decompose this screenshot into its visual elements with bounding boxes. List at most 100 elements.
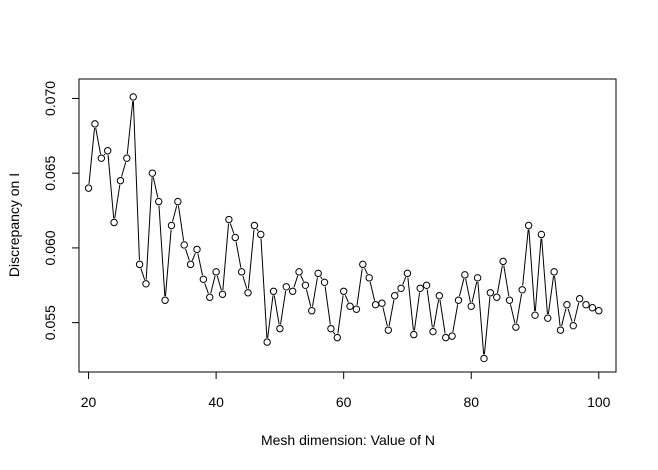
series-segment (311, 277, 318, 307)
data-point (550, 268, 558, 276)
series-segment (344, 294, 349, 303)
series-segment (554, 275, 561, 327)
series-segment (114, 184, 121, 219)
data-point (199, 275, 208, 284)
series-segment (216, 275, 222, 291)
data-point (218, 290, 227, 298)
data-point (544, 314, 552, 322)
series-segment (256, 228, 259, 232)
series-segment (293, 275, 299, 288)
series-segment (235, 241, 242, 268)
y-tick-label: 0.060 (42, 230, 58, 265)
y-tick-label: 0.055 (42, 305, 58, 340)
series-segment (204, 283, 209, 294)
series-segment (496, 265, 503, 294)
data-point (448, 332, 456, 340)
series-segment (402, 277, 407, 285)
data-point (454, 296, 463, 304)
series-segment (260, 238, 268, 338)
data-point (269, 287, 278, 295)
series-segment (337, 295, 344, 334)
data-point (435, 292, 444, 300)
series-segment (541, 238, 548, 315)
series-segment (177, 205, 185, 241)
data-point (276, 324, 284, 333)
data-point (314, 269, 322, 278)
series-segment (516, 293, 523, 324)
data-point (250, 221, 259, 230)
series-segment (522, 229, 529, 286)
data-point (206, 293, 214, 301)
data-point (499, 257, 507, 266)
series-segment (185, 248, 190, 261)
series-segment (471, 281, 478, 303)
data-point (588, 304, 597, 312)
series-segment (305, 289, 312, 307)
data-point (180, 241, 188, 249)
series-segment (158, 205, 166, 297)
data-point (505, 296, 514, 304)
data-point (103, 147, 112, 155)
data-point (575, 295, 584, 303)
data-point (301, 281, 310, 289)
series-segment (126, 101, 134, 155)
series-segment (388, 299, 395, 327)
data-point (537, 230, 546, 239)
series-segment (300, 275, 305, 282)
data-point (97, 154, 106, 162)
series-segment (503, 265, 510, 297)
series-segment (229, 223, 235, 234)
series-line (88, 101, 584, 355)
data-point (346, 302, 354, 310)
series-segment (324, 286, 331, 325)
series-segment (273, 295, 280, 325)
data-point (212, 268, 220, 276)
data-point (556, 326, 565, 334)
series-segment (172, 205, 178, 222)
data-point (473, 274, 482, 282)
data-point (148, 169, 157, 177)
x-tick-label: 100 (587, 394, 611, 410)
x-tick-label: 60 (336, 394, 352, 410)
data-point (135, 260, 144, 269)
series-segment (547, 275, 555, 315)
series-segment (280, 290, 287, 325)
plot-frame (78, 78, 617, 373)
series-segment (191, 253, 196, 261)
series-segment (164, 229, 172, 297)
data-point (257, 230, 265, 239)
data-point (486, 289, 495, 297)
data-point (359, 260, 367, 269)
series-segment (95, 127, 102, 155)
series-segment (413, 292, 421, 331)
series-segment (439, 299, 446, 334)
data-point (320, 278, 329, 287)
series-segment (88, 127, 96, 184)
series-segment (397, 291, 399, 293)
series-segment (132, 101, 140, 261)
data-point (225, 215, 233, 224)
series-segment (121, 162, 127, 177)
series-segment (140, 268, 146, 280)
series-segment (573, 302, 580, 322)
data-point (129, 93, 137, 101)
data-point (193, 245, 201, 254)
data-point (263, 338, 271, 346)
series-segment (197, 253, 203, 276)
data-point (461, 271, 469, 279)
data-point (288, 287, 297, 295)
data-point (116, 176, 125, 185)
data-point (174, 197, 182, 206)
y-tick-label: 0.065 (42, 155, 58, 190)
data-point (282, 283, 290, 291)
y-axis: 0.055 0.060 0.065 0.070 (42, 81, 79, 340)
data-point (403, 269, 412, 278)
data-point (595, 307, 603, 315)
series-segment (152, 177, 159, 198)
data-point (110, 218, 118, 227)
data-point (384, 326, 393, 334)
data-point (531, 311, 539, 319)
series-segment (459, 278, 465, 297)
x-tick-label: 40 (208, 394, 224, 410)
series-segment (210, 275, 216, 294)
